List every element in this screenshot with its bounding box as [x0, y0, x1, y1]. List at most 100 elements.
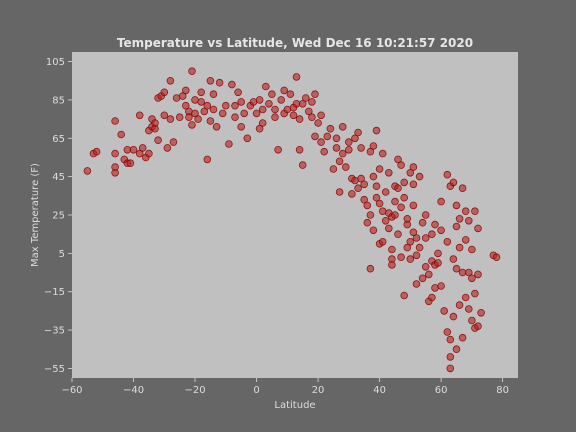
data-points [83, 67, 501, 373]
data-point-64 [240, 109, 249, 118]
data-point-61 [234, 88, 242, 97]
data-point-222 [468, 316, 476, 325]
data-point-212 [455, 215, 464, 223]
data-point-137 [375, 165, 384, 173]
data-point-43 [194, 115, 202, 123]
data-point-15 [138, 144, 147, 152]
data-point-31 [169, 138, 178, 146]
data-point-131 [369, 226, 378, 235]
data-point-175 [415, 172, 424, 181]
y-tick-label-3: 5 [59, 249, 65, 260]
x-tick-label-0: −60 [61, 385, 82, 396]
data-point-110 [338, 149, 347, 158]
data-point-107 [335, 157, 344, 166]
data-point-205 [449, 255, 458, 263]
data-point-228 [474, 224, 482, 233]
data-point-63 [237, 123, 246, 131]
data-point-100 [317, 138, 325, 146]
data-point-38 [185, 113, 193, 121]
y-tick-label-8: 105 [46, 57, 65, 68]
data-point-169 [409, 201, 418, 210]
data-point-123 [360, 180, 369, 189]
data-point-53 [212, 123, 221, 131]
data-point-93 [304, 107, 313, 116]
data-point-11 [126, 159, 135, 168]
x-axis: −60 −40 −20 0 20 40 60 80 [61, 378, 509, 396]
data-point-173 [412, 280, 421, 288]
data-point-149 [388, 245, 396, 254]
data-point-71 [258, 119, 267, 127]
data-point-96 [311, 90, 319, 98]
data-point-41 [191, 96, 199, 104]
y-tick-label-5: 45 [52, 172, 65, 183]
data-point-145 [384, 224, 393, 233]
data-point-150 [391, 197, 399, 206]
data-point-111 [341, 163, 350, 171]
data-point-108 [335, 188, 344, 196]
data-point-152 [391, 211, 399, 219]
data-point-84 [289, 111, 298, 120]
data-point-184 [428, 230, 436, 239]
x-axis-label: Latitude [274, 400, 315, 411]
data-point-73 [261, 82, 270, 91]
data-point-49 [206, 117, 215, 125]
data-point-59 [231, 101, 239, 110]
data-point-217 [461, 236, 470, 244]
data-point-142 [381, 188, 390, 196]
data-point-195 [440, 307, 449, 315]
data-point-57 [225, 140, 233, 148]
data-point-33 [175, 113, 184, 121]
data-point-191 [434, 249, 442, 258]
data-point-197 [443, 238, 452, 246]
data-point-155 [394, 184, 402, 193]
data-point-115 [348, 190, 356, 198]
data-point-109 [338, 123, 347, 131]
data-point-161 [400, 193, 409, 202]
data-point-113 [344, 138, 353, 146]
data-point-218 [461, 207, 470, 216]
data-point-209 [452, 345, 461, 354]
data-point-91 [298, 161, 307, 169]
data-point-132 [372, 126, 381, 135]
data-point-52 [209, 105, 218, 114]
y-tick-label-4: 25 [52, 211, 65, 222]
data-point-164 [403, 215, 412, 223]
data-point-51 [209, 90, 218, 98]
data-point-179 [421, 211, 430, 219]
data-point-158 [397, 253, 405, 262]
data-point-198 [443, 328, 452, 336]
data-point-160 [400, 178, 409, 187]
data-point-50 [206, 77, 215, 85]
data-point-0 [83, 167, 92, 175]
data-point-39 [188, 121, 196, 129]
data-point-82 [283, 105, 292, 114]
data-point-165 [406, 169, 415, 177]
data-point-55 [218, 109, 227, 118]
data-point-79 [277, 96, 286, 104]
data-point-89 [295, 146, 304, 154]
data-point-17 [145, 149, 153, 158]
y-tick-label-2: −15 [44, 287, 65, 298]
data-point-138 [378, 238, 387, 246]
data-point-163 [403, 243, 412, 252]
y-axis: −55 −35 −15 5 25 45 65 85 105 [44, 57, 72, 375]
data-point-97 [311, 132, 319, 141]
data-point-167 [406, 255, 415, 263]
data-point-65 [243, 134, 252, 143]
data-point-200 [446, 353, 455, 361]
x-tick-label-5: 40 [373, 385, 386, 396]
data-point-159 [400, 291, 409, 300]
data-point-233 [492, 253, 501, 262]
data-point-141 [381, 217, 390, 225]
data-point-58 [228, 80, 236, 89]
data-point-119 [354, 184, 362, 193]
data-point-227 [471, 289, 479, 298]
data-point-130 [369, 172, 378, 181]
data-point-102 [323, 132, 332, 141]
data-point-29 [166, 115, 175, 123]
data-point-168 [409, 163, 418, 171]
data-point-95 [308, 98, 316, 106]
data-point-92 [301, 94, 310, 102]
data-point-54 [215, 78, 224, 87]
data-point-78 [274, 146, 282, 154]
